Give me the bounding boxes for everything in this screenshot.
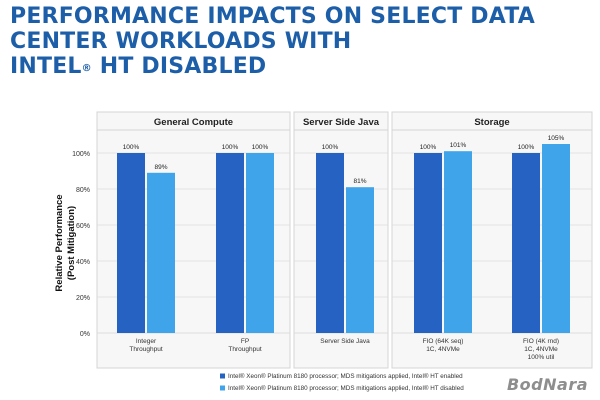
bar-series-2-cat-2 <box>246 153 274 333</box>
x-category-label: 1C, 4NVMe <box>524 346 558 353</box>
title-line-2: INTEL® HT DISABLED <box>10 54 590 79</box>
watermark-logo: BodNara <box>506 375 588 394</box>
panel-header-label: Storage <box>474 117 509 128</box>
x-category-label: Server Side Java <box>320 338 370 345</box>
legend-label-1: Intel® Xeon® Platinum 8180 processor; MD… <box>228 372 463 380</box>
bar-series-1-cat-2 <box>216 153 244 333</box>
bar-series-1-cat-5 <box>512 153 540 333</box>
x-category-label: Throughput <box>129 346 162 353</box>
x-category-label: FIO (4K rnd) <box>523 338 559 345</box>
bar-series-2-cat-5 <box>542 144 570 333</box>
legend-swatch-1 <box>220 373 225 379</box>
title-line-2-suffix: HT DISABLED <box>91 54 267 79</box>
data-label: 89% <box>154 164 167 171</box>
y-tick-label: 40% <box>76 259 90 266</box>
data-label: 100% <box>420 144 437 151</box>
bar-series-1-cat-3 <box>316 153 344 333</box>
y-axis-title-line-1: Relative Performance <box>54 194 65 291</box>
bar-series-1-cat-4 <box>414 153 442 333</box>
bar-series-2-cat-1 <box>147 172 175 333</box>
data-label: 105% <box>548 135 565 142</box>
x-category-label: 1C, 4NVMe <box>426 346 460 353</box>
panel-header-label: Server Side Java <box>303 117 380 128</box>
title-line-1: PERFORMANCE IMPACTS ON SELECT DATA CENTE… <box>10 4 536 54</box>
bar-series-1-cat-1 <box>117 153 145 333</box>
bar-series-2-cat-3 <box>346 187 374 333</box>
data-label: 100% <box>252 144 269 151</box>
x-category-label: Integer <box>136 338 157 345</box>
y-tick-label: 20% <box>76 295 90 302</box>
bar-series-2-cat-4 <box>444 151 472 333</box>
y-tick-label: 80% <box>76 187 90 194</box>
title-line-2-prefix: INTEL <box>10 54 82 79</box>
legend-label-2: Intel® Xeon® Platinum 8180 processor; MD… <box>228 384 464 392</box>
x-category-label: FP <box>241 338 249 345</box>
data-label: 100% <box>222 144 239 151</box>
y-axis-title-line-2: (Post Mitigation) <box>66 206 77 280</box>
registered-mark: ® <box>81 63 92 74</box>
data-label: 100% <box>322 144 339 151</box>
data-label: 101% <box>450 142 467 149</box>
y-tick-label: 100% <box>72 151 90 158</box>
data-label: 100% <box>518 144 535 151</box>
page-title: PERFORMANCE IMPACTS ON SELECT DATA CENTE… <box>10 4 590 79</box>
y-tick-label: 0% <box>80 331 90 338</box>
panel-header-label: General Compute <box>154 117 233 128</box>
x-category-label: FIO (64K seq) <box>423 338 464 345</box>
data-label: 100% <box>123 144 140 151</box>
x-category-label: Throughput <box>228 346 261 353</box>
x-category-label: 100% util <box>528 354 555 361</box>
y-tick-label: 60% <box>76 223 90 230</box>
legend-swatch-2 <box>220 385 225 391</box>
data-label: 81% <box>353 178 366 185</box>
